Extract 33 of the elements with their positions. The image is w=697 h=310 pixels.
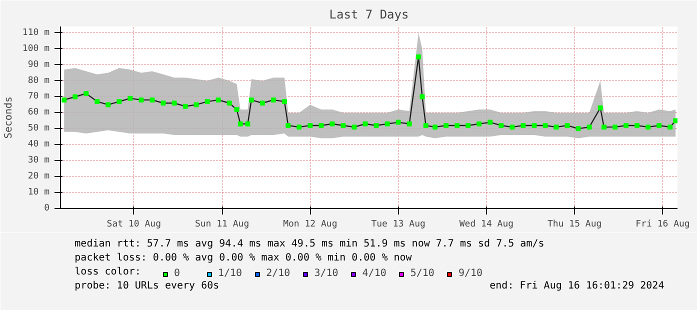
y-tick-label: 10 m: [28, 188, 50, 198]
chart-title: Last 7 Days: [329, 8, 409, 22]
text: probe: 10 URLs every 60s: [74, 280, 220, 292]
x-tick-label: Wed 14 Aug: [459, 220, 514, 230]
legend-label: 4/10: [362, 268, 386, 279]
text: packet loss: 0.00 % avg 0.00 % max 0.00 % min 0.00 % now: [74, 252, 413, 264]
y-tick-label: 40 m: [28, 140, 50, 150]
text: end: Fri Aug 16 16:01:29 2024: [490, 280, 664, 292]
x-tick-label: Fri 16 Aug: [636, 220, 690, 230]
y-tick-label: 50 m: [28, 124, 50, 134]
legend-label: 1/10: [218, 268, 242, 279]
legend-label: 0: [174, 268, 182, 279]
y-tick-label: 110 m: [22, 28, 50, 38]
legend-title: loss color:: [74, 266, 141, 278]
x-tick-label: Mon 12 Aug: [283, 220, 338, 230]
y-tick-label: 20 m: [28, 172, 50, 182]
text: median rtt: 57.7 ms avg 94.4 ms max 49.5 ms min 51.9 ms now 7.7 ms sd 7.5 am/s: [74, 238, 544, 250]
y-tick-label: 90 m: [28, 60, 50, 70]
y-tick-label: 70 m: [28, 92, 50, 102]
legend-label: 5/10: [410, 268, 434, 279]
y-tick-label: 30 m: [28, 156, 50, 166]
y-tick-label: 100 m: [22, 44, 50, 54]
y-tick-label: 80 m: [28, 76, 50, 86]
x-tick-label: Sat 10 Aug: [106, 220, 161, 230]
legend-label: 9/10: [458, 268, 483, 279]
x-tick-label: Tue 13 Aug: [371, 220, 426, 230]
legend-label: 2/10: [266, 268, 290, 279]
x-tick-label: Thu 15 Aug: [548, 220, 602, 230]
y-tick-label: 60 m: [28, 108, 50, 118]
legend-label: 3/10: [314, 268, 338, 279]
y-axis-title: Seconds: [3, 96, 14, 139]
x-tick-label: Sun 11 Aug: [194, 220, 250, 230]
y-tick-label: 0: [44, 204, 50, 214]
